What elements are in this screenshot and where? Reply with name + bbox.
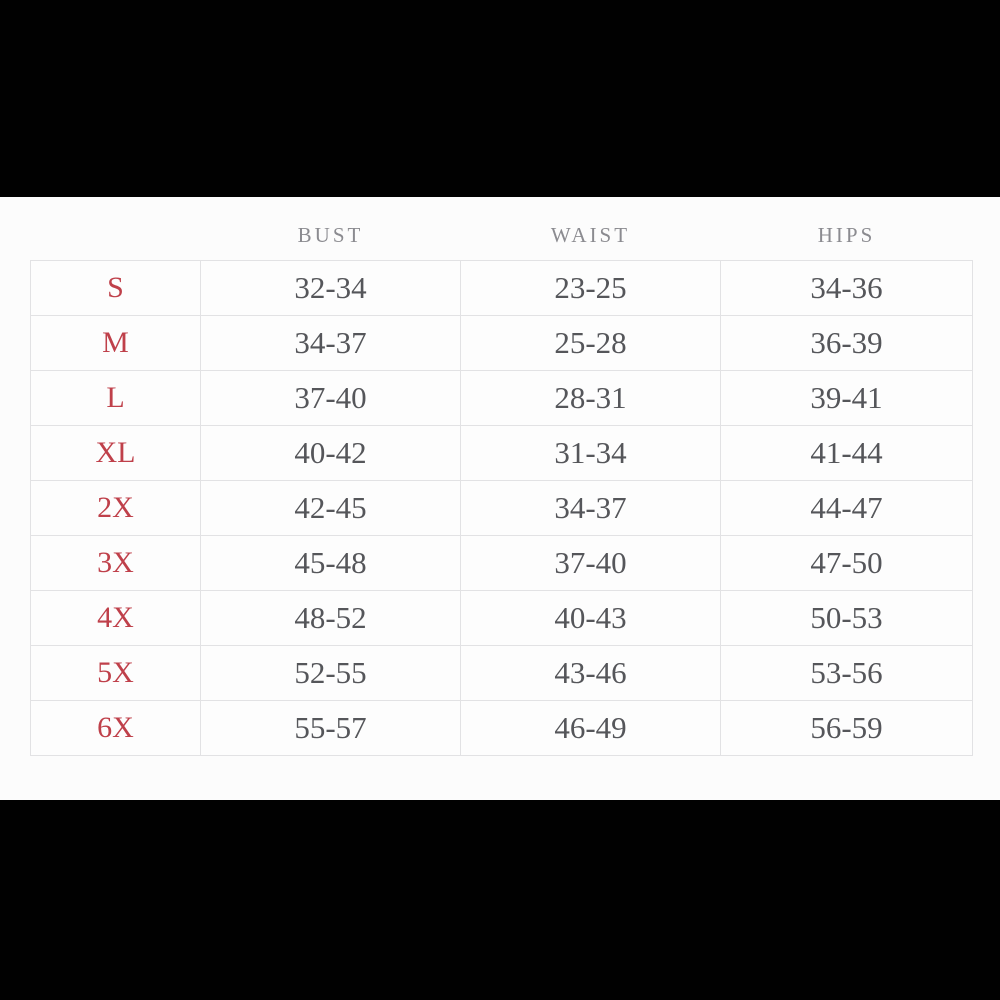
waist-value: 31-34 (460, 424, 721, 481)
size-label: L (30, 369, 201, 426)
size-label: S (30, 259, 201, 316)
table-row: 6X 55-57 46-49 56-59 (30, 699, 973, 756)
hips-value: 50-53 (720, 589, 973, 646)
size-chart-table: BUST WAIST HIPS S 32-34 23-25 34-36 M 34… (30, 197, 973, 756)
size-chart-panel: BUST WAIST HIPS S 32-34 23-25 34-36 M 34… (0, 197, 1000, 800)
bust-value: 34-37 (200, 314, 461, 371)
size-label: XL (30, 424, 201, 481)
bust-value: 32-34 (200, 259, 461, 316)
table-row: 5X 52-55 43-46 53-56 (30, 644, 973, 701)
table-row: 2X 42-45 34-37 44-47 (30, 479, 973, 536)
bust-column-header: BUST (297, 222, 364, 247)
waist-value: 34-37 (460, 479, 721, 536)
hips-value: 47-50 (720, 534, 973, 591)
bust-value: 45-48 (200, 534, 461, 591)
table-row: S 32-34 23-25 34-36 (30, 259, 973, 316)
hips-value: 39-41 (720, 369, 973, 426)
hips-value: 41-44 (720, 424, 973, 481)
table-row: XL 40-42 31-34 41-44 (30, 424, 973, 481)
letterbox-top-bar (0, 0, 1000, 197)
size-label: M (30, 314, 201, 371)
hips-value: 36-39 (720, 314, 973, 371)
size-label: 3X (30, 534, 201, 591)
size-label: 2X (30, 479, 201, 536)
waist-value: 28-31 (460, 369, 721, 426)
bust-value: 55-57 (200, 699, 461, 756)
hips-value: 34-36 (720, 259, 973, 316)
waist-value: 23-25 (460, 259, 721, 316)
hips-value: 53-56 (720, 644, 973, 701)
bust-value: 48-52 (200, 589, 461, 646)
size-column-header (31, 197, 201, 260)
bust-value: 52-55 (200, 644, 461, 701)
table-row: 4X 48-52 40-43 50-53 (30, 589, 973, 646)
waist-column-header: WAIST (550, 222, 631, 247)
waist-value: 40-43 (460, 589, 721, 646)
waist-value: 37-40 (460, 534, 721, 591)
bust-value: 37-40 (200, 369, 461, 426)
size-label: 5X (30, 644, 201, 701)
hips-value: 56-59 (720, 699, 973, 756)
size-label: 4X (30, 589, 201, 646)
hips-column-header: HIPS (817, 222, 876, 247)
waist-value: 46-49 (460, 699, 721, 756)
table-row: L 37-40 28-31 39-41 (30, 369, 973, 426)
table-row: M 34-37 25-28 36-39 (30, 314, 973, 371)
bust-value: 42-45 (200, 479, 461, 536)
bust-value: 40-42 (200, 424, 461, 481)
size-label: 6X (30, 699, 201, 756)
hips-value: 44-47 (720, 479, 973, 536)
letterbox-bottom-bar (0, 800, 1000, 1000)
table-row: 3X 45-48 37-40 47-50 (30, 534, 973, 591)
waist-value: 25-28 (460, 314, 721, 371)
waist-value: 43-46 (460, 644, 721, 701)
header-row: BUST WAIST HIPS (31, 197, 973, 260)
